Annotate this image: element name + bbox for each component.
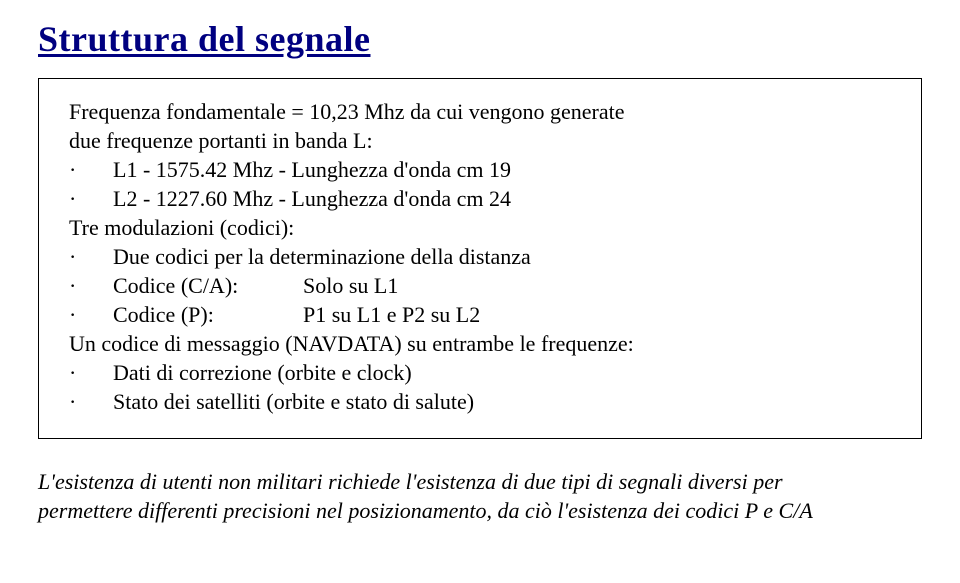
mod-1-text: Due codici per la determinazione della d… [113,244,531,269]
bullet-icon: · [69,155,113,184]
intro-line-2: due frequenze portanti in banda L: [69,126,891,155]
content-box: Frequenza fondamentale = 10,23 Mhz da cu… [38,78,922,439]
freq-l1-text: L1 - 1575.42 Mhz - Lunghezza d'onda cm 1… [113,157,511,182]
mod-1: ·Due codici per la determinazione della … [69,242,891,271]
mod-3: ·Codice (P):P1 su L1 e P2 su L2 [69,300,891,329]
tre-modulazioni: Tre modulazioni (codici): [69,213,891,242]
bullet-icon: · [69,271,113,300]
footnote-line-2: permettere differenti precisioni nel pos… [38,496,922,525]
mod-3-value: P1 su L1 e P2 su L2 [303,302,480,327]
mod-2: ·Codice (C/A):Solo su L1 [69,271,891,300]
footnote: L'esistenza di utenti non militari richi… [38,467,922,525]
bullet-icon: · [69,358,113,387]
mod-2-value: Solo su L1 [303,273,398,298]
freq-l1: ·L1 - 1575.42 Mhz - Lunghezza d'onda cm … [69,155,891,184]
freq-l2: ·L2 - 1227.60 Mhz - Lunghezza d'onda cm … [69,184,891,213]
bullet-icon: · [69,242,113,271]
nav-1: ·Dati di correzione (orbite e clock) [69,358,891,387]
slide-title: Struttura del segnale [38,18,922,60]
nav-2: ·Stato dei satelliti (orbite e stato di … [69,387,891,416]
mod-3-label: Codice (P): [113,300,303,329]
nav-1-text: Dati di correzione (orbite e clock) [113,360,412,385]
bullet-icon: · [69,387,113,416]
slide: Struttura del segnale Frequenza fondamen… [0,0,960,583]
freq-l2-text: L2 - 1227.60 Mhz - Lunghezza d'onda cm 2… [113,186,511,211]
nav-2-text: Stato dei satelliti (orbite e stato di s… [113,389,474,414]
footnote-line-1: L'esistenza di utenti non militari richi… [38,467,922,496]
bullet-icon: · [69,184,113,213]
mod-2-label: Codice (C/A): [113,271,303,300]
bullet-icon: · [69,300,113,329]
intro-line-1: Frequenza fondamentale = 10,23 Mhz da cu… [69,97,891,126]
navdata-line: Un codice di messaggio (NAVDATA) su entr… [69,329,891,358]
